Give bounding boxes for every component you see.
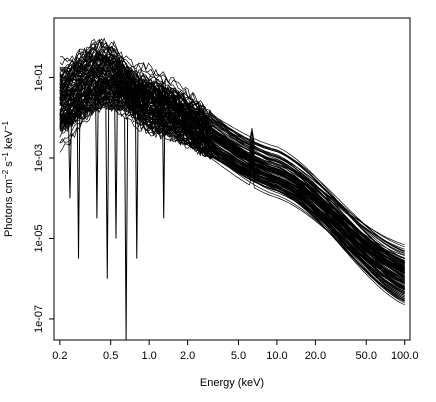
spectrum-line [59, 100, 405, 288]
x-tick-label: 10.0 [266, 350, 287, 362]
y-axis-title-mid2: keV [3, 129, 15, 152]
y-tick-label: 1e-03 [33, 144, 45, 172]
x-axis: 0.2 0.5 1.0 2.0 5.0 10.0 20.0 50.0 100.0 [52, 340, 418, 362]
spectrum-line [59, 55, 405, 248]
spectrum-line [59, 67, 405, 301]
y-axis-title: Photons cm−2 s−1 keV−1 [1, 120, 16, 237]
spectrum-line [59, 57, 405, 300]
y-tick-label: 1e-07 [33, 305, 45, 333]
spectrum-line [59, 78, 405, 252]
spectrum-line [59, 38, 405, 273]
y-tick-label: 1e-05 [33, 224, 45, 252]
y-axis-title-mid1: s [3, 161, 15, 170]
y-axis-title-exp2: −1 [1, 152, 10, 162]
y-axis-title-base: Photons cm [3, 179, 15, 237]
spectrum-line [59, 70, 405, 263]
absorption-dip [161, 79, 166, 219]
x-tick-label: 100.0 [391, 350, 419, 362]
plot-frame [53, 17, 411, 341]
spectrum-line [59, 49, 405, 261]
spectrum-line [59, 67, 405, 262]
spectrum-line [59, 78, 405, 253]
spectrum-line [59, 95, 405, 298]
y-tick-label: 1e-01 [33, 63, 45, 91]
spectrum-line [59, 80, 405, 294]
spectrum-line [59, 81, 405, 293]
spectrum-line [59, 78, 405, 302]
x-tick-label: 5.0 [231, 350, 246, 362]
absorption-dip [134, 89, 139, 259]
spectrum-line [59, 46, 405, 271]
absorption-dip [76, 89, 81, 259]
x-tick-label: 0.5 [103, 350, 118, 362]
absorption-dip [94, 79, 99, 219]
absorption-dip [67, 117, 72, 199]
x-axis-title: Energy (keV) [200, 377, 264, 389]
spectrum-line [59, 97, 405, 306]
spectrum-line [59, 74, 405, 245]
absorption-dip [124, 117, 129, 341]
x-tick-label: 20.0 [305, 350, 326, 362]
x-tick-label: 0.2 [52, 350, 67, 362]
x-tick-label: 1.0 [142, 350, 157, 362]
x-tick-label: 50.0 [356, 350, 377, 362]
spectrum-line [59, 60, 405, 263]
spectrum-line [59, 97, 405, 304]
spectrum-line [59, 87, 405, 302]
y-axis-title-exp3: −1 [1, 120, 10, 130]
spectrum-line [59, 96, 405, 296]
y-axis-title-exp1: −2 [1, 169, 10, 179]
series-layer [59, 37, 405, 341]
absorption-dip [105, 98, 110, 279]
spectrum-line [59, 81, 405, 291]
y-axis: 1e-07 1e-05 1e-03 1e-01 [33, 63, 54, 333]
absorption-dip [113, 83, 118, 239]
x-tick-label: 2.0 [180, 350, 195, 362]
